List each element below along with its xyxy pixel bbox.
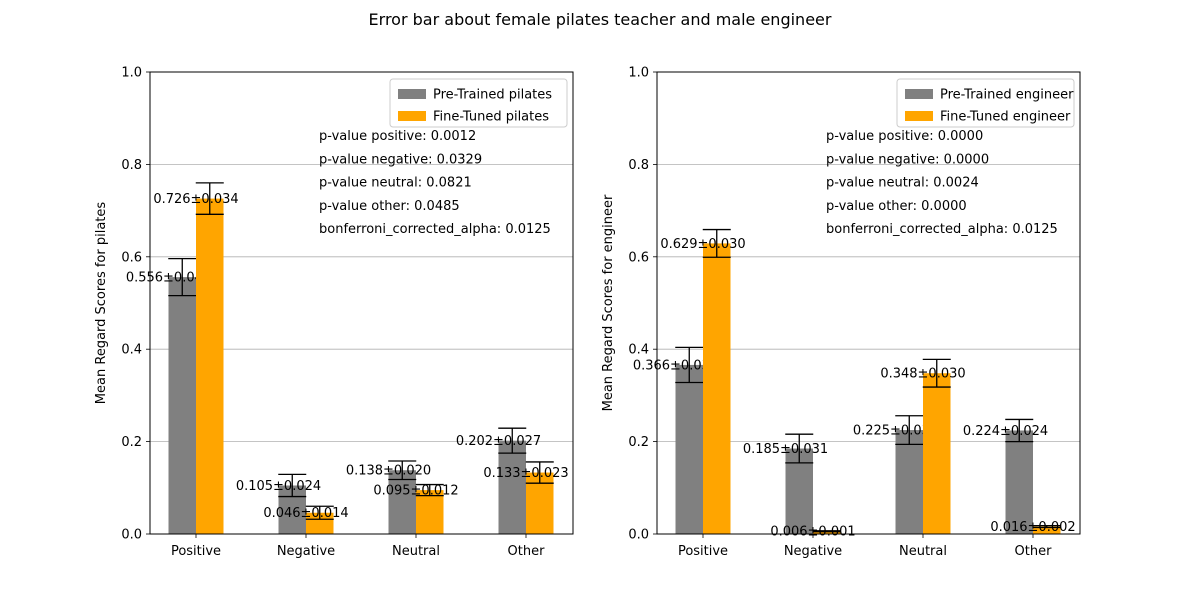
data-label: 0.016±0.002 [990,520,1075,535]
y-tick-label: 0.6 [121,250,142,265]
y-tick-label: 0.2 [121,435,142,450]
figure-title: Error bar about female pilates teacher a… [368,10,832,29]
annotation-text: p-value negative: 0.0000 [826,152,989,167]
data-label: 0.629±0.030 [660,237,745,252]
y-tick-label: 0.2 [628,435,649,450]
annotation-text: p-value negative: 0.0329 [319,152,482,167]
legend-swatch [905,111,933,121]
data-label: 0.348±0.030 [880,367,965,382]
legend-label: Fine-Tuned engineer [940,110,1071,125]
axes-frame [149,71,574,535]
annotation-text: p-value other: 0.0000 [826,199,967,214]
legend-swatch [905,89,933,99]
annotation-text: p-value neutral: 0.0821 [319,176,472,191]
x-tick-label: Negative [784,544,842,559]
legend-label: Pre-Trained engineer [940,88,1074,103]
data-label: 0.726±0.034 [153,192,238,207]
axes-frame [656,71,1081,535]
data-label: 0.556±0.040 [126,271,211,286]
bar-finetuned-positive [196,198,224,534]
data-label: 0.202±0.027 [456,434,541,449]
y-tick-label: 0.8 [121,158,142,173]
legend-label: Fine-Tuned pilates [433,110,549,125]
annotation-text: bonferroni_corrected_alpha: 0.0125 [826,222,1058,237]
legend-box [896,78,1075,128]
data-label: 0.105±0.024 [236,479,321,494]
legend-box [389,78,568,128]
y-axis-label: Mean Regard Scores for engineer [601,194,616,411]
data-label: 0.006±0.001 [770,525,855,540]
data-label: 0.224±0.024 [963,424,1048,439]
bar-pretrained-positive [168,277,196,534]
bar-finetuned-other [1033,526,1061,534]
y-tick-label: 0.8 [628,158,649,173]
y-tick-label: 1.0 [628,66,649,81]
x-tick-label: Positive [171,544,221,559]
y-tick-label: 0.0 [121,528,142,543]
bar-finetuned-negative [813,531,841,534]
x-tick-label: Other [508,544,546,559]
bar-finetuned-neutral [923,373,951,534]
x-tick-label: Other [1015,544,1053,559]
data-label: 0.095±0.012 [373,484,458,499]
data-label: 0.185±0.031 [743,442,828,457]
bar-finetuned-neutral [416,490,444,534]
y-tick-label: 1.0 [121,66,142,81]
annotation-text: p-value neutral: 0.0024 [826,176,979,191]
y-axis-label: Mean Regard Scores for pilates [94,202,109,405]
bar-pretrained-other [1005,430,1033,534]
data-label: 0.046±0.014 [263,506,348,521]
data-label: 0.225±0.031 [853,424,938,439]
bar-finetuned-positive [703,243,731,535]
bar-pretrained-neutral [895,430,923,534]
bar-pretrained-other [498,440,526,534]
annotation-text: p-value positive: 0.0012 [319,129,476,144]
x-tick-label: Neutral [899,544,947,559]
data-label: 0.138±0.020 [346,464,431,479]
y-tick-label: 0.4 [628,343,649,358]
x-tick-label: Positive [678,544,728,559]
data-label: 0.366±0.038 [633,358,718,373]
annotation-text: p-value positive: 0.0000 [826,129,983,144]
bar-finetuned-negative [306,512,334,534]
annotation-text: bonferroni_corrected_alpha: 0.0125 [319,222,551,237]
annotation-text: p-value other: 0.0485 [319,199,460,214]
bar-pretrained-positive [675,364,703,534]
legend-swatch [398,89,426,99]
y-tick-label: 0.0 [628,528,649,543]
legend-swatch [398,111,426,121]
x-tick-label: Negative [277,544,335,559]
y-tick-label: 0.6 [628,250,649,265]
x-tick-label: Neutral [392,544,440,559]
legend-label: Pre-Trained pilates [433,88,552,103]
data-label: 0.133±0.023 [483,466,568,481]
bar-pretrained-neutral [388,470,416,534]
y-tick-label: 0.4 [121,343,142,358]
